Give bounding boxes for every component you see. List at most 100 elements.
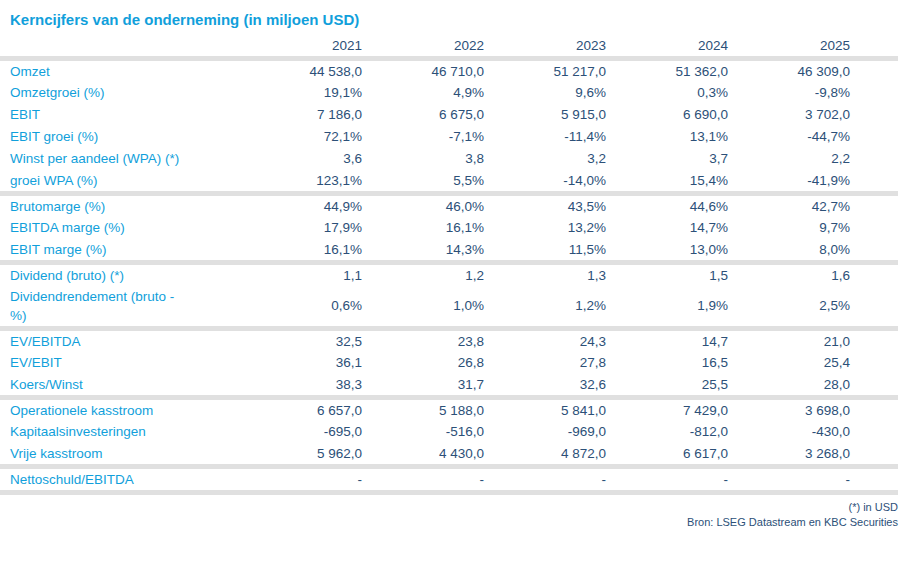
metric-value: 21,0 [728, 328, 898, 352]
metric-value: 1,3 [484, 262, 606, 286]
table-footer: (*) in USD Bron: LSEG Datastream en KBC … [0, 500, 898, 530]
metric-label: Omzetgroei (%) [0, 82, 240, 104]
year-column-header: 2024 [606, 37, 728, 58]
metric-value: 4 872,0 [484, 443, 606, 467]
metric-value: -7,1% [362, 126, 484, 148]
metric-value: 123,1% [240, 170, 362, 194]
metric-value: 1,2 [362, 262, 484, 286]
year-column-header: 2021 [240, 37, 362, 58]
metric-value: 8,0% [728, 239, 898, 263]
table-row: EBITDA marge (%)17,9%16,1%13,2%14,7%9,7% [0, 217, 898, 239]
metric-value: 5 915,0 [484, 104, 606, 126]
metric-value: -695,0 [240, 421, 362, 443]
table-row: Brutomarge (%)44,9%46,0%43,5%44,6%42,7% [0, 193, 898, 217]
metric-group: Omzet44 538,046 710,051 217,051 362,046 … [0, 58, 898, 193]
metric-value: 17,9% [240, 217, 362, 239]
metric-value: - [728, 466, 898, 492]
metric-value: - [362, 466, 484, 492]
metric-value: - [484, 466, 606, 492]
metric-value: -430,0 [728, 421, 898, 443]
metric-group: EV/EBITDA32,523,824,314,721,0EV/EBIT36,1… [0, 328, 898, 397]
metric-label: Brutomarge (%) [0, 193, 240, 217]
metric-value: 5 962,0 [240, 443, 362, 467]
metric-value: 51 362,0 [606, 58, 728, 82]
metric-label: Omzet [0, 58, 240, 82]
metric-value: 44 538,0 [240, 58, 362, 82]
metric-value: 3,7 [606, 148, 728, 170]
table-row: Dividendrendement (bruto - %)0,6%1,0%1,2… [0, 286, 898, 329]
metric-value: 1,5 [606, 262, 728, 286]
metric-value: 2,5% [728, 286, 898, 329]
metric-value: 6 675,0 [362, 104, 484, 126]
metric-value: -516,0 [362, 421, 484, 443]
metric-value: 46,0% [362, 193, 484, 217]
metric-value: 3,8 [362, 148, 484, 170]
footnote-usd: (*) in USD [0, 500, 898, 515]
metric-value: -44,7% [728, 126, 898, 148]
year-column-header: 2025 [728, 37, 898, 58]
metric-value: 1,6 [728, 262, 898, 286]
metric-group: Operationele kasstroom6 657,05 188,05 84… [0, 397, 898, 466]
metric-value: 0,3% [606, 82, 728, 104]
metric-label: groei WPA (%) [0, 170, 240, 194]
table-row: Operationele kasstroom6 657,05 188,05 84… [0, 397, 898, 421]
metric-value: -14,0% [484, 170, 606, 194]
metric-value: 25,4 [728, 352, 898, 374]
metric-value: 4,9% [362, 82, 484, 104]
metric-label: EV/EBITDA [0, 328, 240, 352]
metric-value: 24,3 [484, 328, 606, 352]
table-row: EV/EBITDA32,523,824,314,721,0 [0, 328, 898, 352]
metric-value: 11,5% [484, 239, 606, 263]
table-row: Omzetgroei (%)19,1%4,9%9,6%0,3%-9,8% [0, 82, 898, 104]
metric-value: -812,0 [606, 421, 728, 443]
metric-value: 6 690,0 [606, 104, 728, 126]
metric-value: 1,0% [362, 286, 484, 329]
metric-value: 44,6% [606, 193, 728, 217]
metric-value: 51 217,0 [484, 58, 606, 82]
metric-label: EV/EBIT [0, 352, 240, 374]
metric-value: 13,0% [606, 239, 728, 263]
year-header: 20212022202320242025 [0, 37, 898, 58]
metric-value: 46 309,0 [728, 58, 898, 82]
metric-label: Koers/Winst [0, 374, 240, 398]
metric-value: 13,1% [606, 126, 728, 148]
metric-value: 43,5% [484, 193, 606, 217]
metric-label: Kapitaalsinvesteringen [0, 421, 240, 443]
metric-value: 38,3 [240, 374, 362, 398]
kerncijfers-table: 20212022202320242025 Omzet44 538,046 710… [0, 37, 898, 495]
metric-value: 42,7% [728, 193, 898, 217]
metric-label: Operationele kasstroom [0, 397, 240, 421]
metric-value: 5,5% [362, 170, 484, 194]
year-column-header: 2022 [362, 37, 484, 58]
metric-label: EBIT groei (%) [0, 126, 240, 148]
metric-value: - [606, 466, 728, 492]
metric-value: 26,8 [362, 352, 484, 374]
metric-label: Dividendrendement (bruto - %) [0, 286, 240, 329]
metric-value: 32,5 [240, 328, 362, 352]
metric-value: 3 698,0 [728, 397, 898, 421]
table-row: Dividend (bruto) (*)1,11,21,31,51,6 [0, 262, 898, 286]
metric-value: 7 186,0 [240, 104, 362, 126]
header-empty-cell [0, 37, 240, 58]
metric-value: 3,2 [484, 148, 606, 170]
metric-value: -41,9% [728, 170, 898, 194]
metric-value: 7 429,0 [606, 397, 728, 421]
metric-label: EBITDA marge (%) [0, 217, 240, 239]
metric-value: 6 617,0 [606, 443, 728, 467]
metric-label: Vrije kasstroom [0, 443, 240, 467]
metric-value: 5 841,0 [484, 397, 606, 421]
metric-value: 1,2% [484, 286, 606, 329]
table-row: Nettoschuld/EBITDA----- [0, 466, 898, 492]
metric-value: 14,7 [606, 328, 728, 352]
metric-value: 0,6% [240, 286, 362, 329]
metric-value: 3,6 [240, 148, 362, 170]
metric-value: 27,8 [484, 352, 606, 374]
metric-value: 25,5 [606, 374, 728, 398]
metric-value: 13,2% [484, 217, 606, 239]
metric-label: EBIT [0, 104, 240, 126]
metric-group: Nettoschuld/EBITDA----- [0, 466, 898, 492]
metric-value: 6 657,0 [240, 397, 362, 421]
metric-value: 1,1 [240, 262, 362, 286]
metric-label: Dividend (bruto) (*) [0, 262, 240, 286]
kerncijfers-page: Kerncijfers van de onderneming (in miljo… [0, 10, 922, 572]
